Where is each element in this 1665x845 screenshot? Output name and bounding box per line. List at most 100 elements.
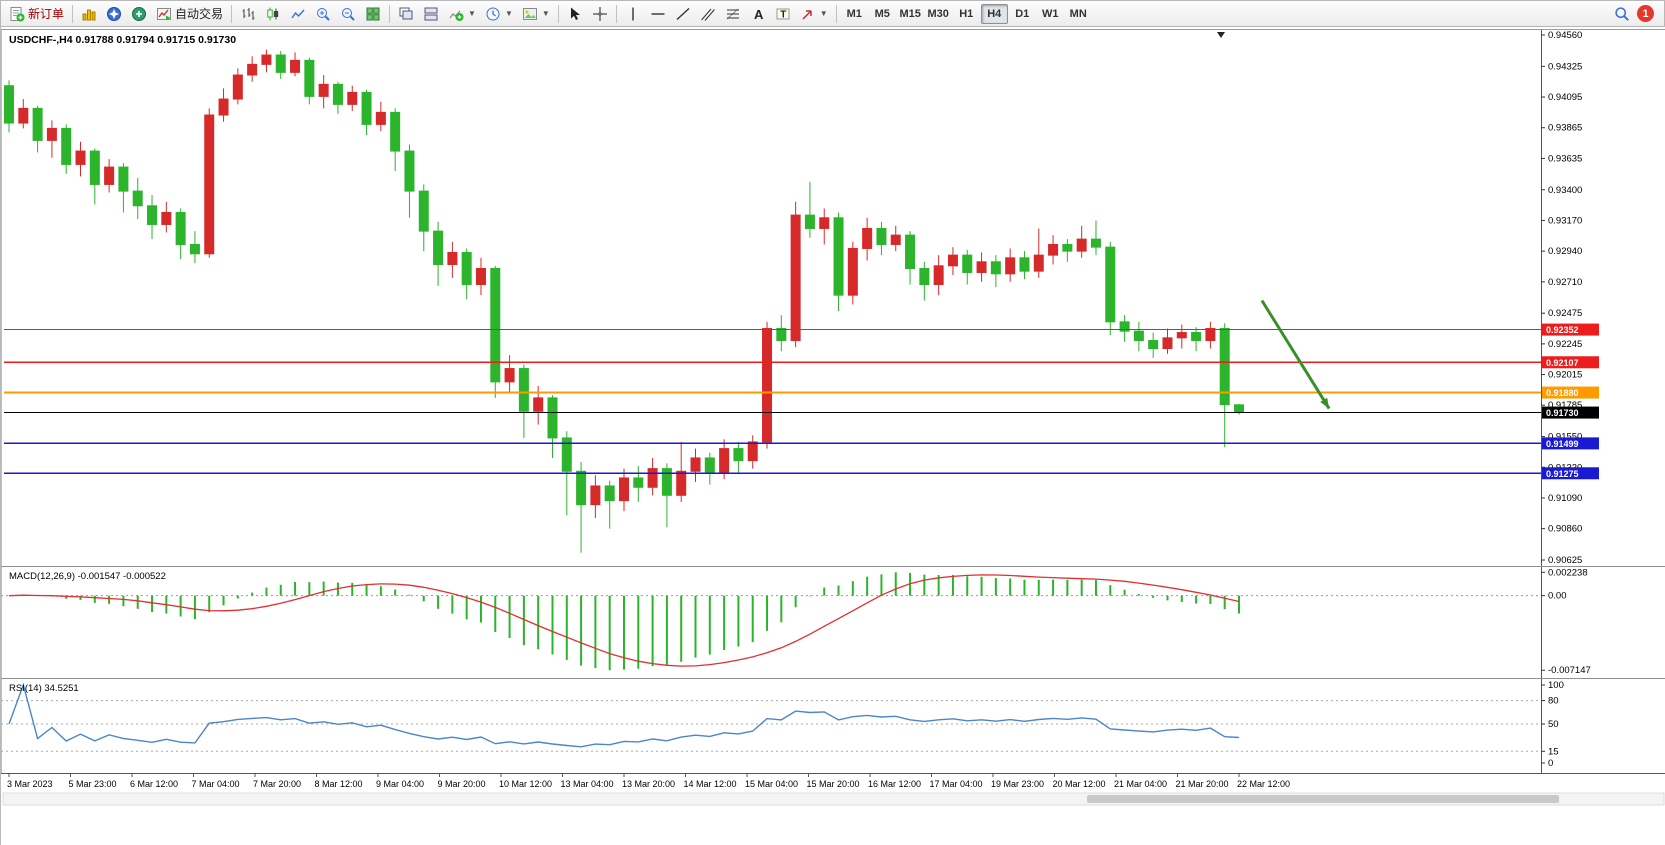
svg-text:0.00: 0.00 xyxy=(1548,591,1567,602)
tile-windows-button[interactable] xyxy=(361,3,385,25)
svg-text:19 Mar 23:00: 19 Mar 23:00 xyxy=(991,779,1044,789)
chart-header: USDCHF-,H4 0.91788 0.91794 0.91715 0.917… xyxy=(9,34,236,46)
chevron-down-icon: ▼ xyxy=(504,8,513,18)
timeframe-d1-button[interactable]: D1 xyxy=(1009,4,1036,24)
line-chart-button[interactable] xyxy=(286,3,310,25)
navigator-button[interactable] xyxy=(102,3,126,25)
new-order-button[interactable]: 新订单 xyxy=(5,3,68,25)
trendline-button[interactable] xyxy=(671,3,695,25)
line-chart-icon xyxy=(291,9,305,18)
macd-panel: 0.002238 0.00 -0.007147 MACD(12,26,9) -0.00… xyxy=(1,567,1591,676)
candlestick-icon xyxy=(267,7,279,20)
templates-button[interactable]: ▼ xyxy=(518,3,554,25)
arrows-button[interactable]: ▼ xyxy=(796,3,832,25)
svg-text:0.91730: 0.91730 xyxy=(1546,408,1579,418)
toolbar: 新订单 xyxy=(1,1,1664,27)
svg-text:14 Mar 12:00: 14 Mar 12:00 xyxy=(684,779,737,789)
svg-text:9 Mar 20:00: 9 Mar 20:00 xyxy=(438,779,486,789)
panel-frames xyxy=(1,27,1665,845)
rsi-panel: 100 80 50 150 RSI(14) 34.5251 xyxy=(1,680,1564,769)
horizontal-scrollbar[interactable] xyxy=(2,792,1665,806)
channel-button[interactable] xyxy=(696,3,720,25)
svg-text:50: 50 xyxy=(1548,719,1559,730)
svg-text:0.93635: 0.93635 xyxy=(1548,153,1582,164)
autotrading-label: 自动交易 xyxy=(175,7,224,21)
svg-text:0.92940: 0.92940 xyxy=(1548,246,1582,257)
svg-text:0.92245: 0.92245 xyxy=(1548,339,1582,350)
cascade-windows-button[interactable] xyxy=(394,3,418,25)
text-button[interactable]: A xyxy=(746,3,770,25)
autotrading-icon xyxy=(157,7,172,20)
horizontal-lines[interactable]: 0.92352 0.92107 0.91880 0.91730 0.91499 0.912… xyxy=(4,323,1599,480)
notification-badge[interactable]: 1 xyxy=(1637,5,1654,22)
svg-text:0.94325: 0.94325 xyxy=(1548,61,1582,72)
chart-window: 0.94560 0.94325 0.94095 0.93865 0.93635 0.934… xyxy=(1,27,1665,845)
timeframe-m15-button[interactable]: M15 xyxy=(897,4,924,24)
chart-canvas[interactable]: 0.94560 0.94325 0.94095 0.93865 0.93635 0.934… xyxy=(1,27,1665,845)
fibonacci-button[interactable] xyxy=(721,3,745,25)
navigator-icon xyxy=(107,6,122,21)
svg-text:20 Mar 12:00: 20 Mar 12:00 xyxy=(1053,779,1106,789)
timeframe-m1-button[interactable]: M1 xyxy=(841,4,868,24)
text-icon: A xyxy=(754,7,764,22)
candlestick-button[interactable] xyxy=(261,3,285,25)
svg-text:9 Mar 04:00: 9 Mar 04:00 xyxy=(376,779,424,789)
svg-text:0.93400: 0.93400 xyxy=(1548,185,1582,196)
macd-label: MACD(12,26,9) -0.001547 -0.000522 xyxy=(9,571,166,582)
timeframe-w1-button[interactable]: W1 xyxy=(1037,4,1064,24)
templates-icon xyxy=(522,7,537,20)
timeframe-m30-button[interactable]: M30 xyxy=(925,4,952,24)
svg-text:0.93865: 0.93865 xyxy=(1548,123,1582,134)
label-button[interactable]: T xyxy=(771,3,795,25)
crosshair-icon xyxy=(592,6,607,21)
svg-text:22 Mar 12:00: 22 Mar 12:00 xyxy=(1237,779,1290,789)
svg-text:A: A xyxy=(754,7,764,22)
svg-text:0.90625: 0.90625 xyxy=(1548,555,1582,566)
trend-arrow-annotation[interactable] xyxy=(1260,299,1331,410)
periods-button[interactable]: ▼ xyxy=(481,3,517,25)
vertical-line-button[interactable] xyxy=(621,3,645,25)
rsi-label: RSI(14) 34.5251 xyxy=(9,683,79,694)
svg-text:0.90860: 0.90860 xyxy=(1548,524,1582,535)
market-watch-icon xyxy=(82,9,96,20)
zoom-in-button[interactable] xyxy=(311,3,335,25)
toolbar-separator xyxy=(557,4,559,23)
cascade-windows-icon xyxy=(399,7,413,19)
market-watch-button[interactable] xyxy=(77,3,101,25)
svg-text:0.92710: 0.92710 xyxy=(1548,277,1582,288)
svg-text:21 Mar 04:00: 21 Mar 04:00 xyxy=(1114,779,1167,789)
svg-text:16 Mar 12:00: 16 Mar 12:00 xyxy=(868,779,921,789)
timeframe-h4-button[interactable]: H4 xyxy=(980,3,1008,24)
crosshair-button[interactable] xyxy=(588,3,612,25)
svg-text:5 Mar 23:00: 5 Mar 23:00 xyxy=(69,779,117,789)
trendline-icon xyxy=(676,7,690,20)
search-button[interactable] xyxy=(1610,3,1634,25)
svg-text:15 Mar 04:00: 15 Mar 04:00 xyxy=(745,779,798,789)
fibonacci-icon xyxy=(726,8,739,19)
chevron-down-icon: ▼ xyxy=(541,8,550,18)
chevron-down-icon: ▼ xyxy=(819,8,828,18)
scrollbar-thumb[interactable] xyxy=(1087,795,1559,803)
bar-chart-button[interactable] xyxy=(236,3,260,25)
timeframe-mn-button[interactable]: MN xyxy=(1065,4,1092,24)
cursor-button[interactable] xyxy=(563,3,587,25)
indicators-button[interactable]: ▼ xyxy=(444,3,480,25)
zoom-out-button[interactable] xyxy=(336,3,360,25)
svg-text:100: 100 xyxy=(1548,680,1564,691)
svg-text:0.91090: 0.91090 xyxy=(1548,493,1582,504)
terminal-button[interactable] xyxy=(127,3,151,25)
svg-text:0.92015: 0.92015 xyxy=(1548,370,1582,381)
svg-text:0.91785: 0.91785 xyxy=(1548,400,1582,411)
horizontal-line-button[interactable] xyxy=(646,3,670,25)
vertical-line-icon xyxy=(632,7,634,20)
zoom-out-icon xyxy=(342,7,355,21)
svg-text:0.91275: 0.91275 xyxy=(1546,469,1579,479)
tile-horizontal-button[interactable] xyxy=(419,3,443,25)
autotrading-button[interactable]: 自动交易 xyxy=(152,3,227,25)
timeframe-m5-button[interactable]: M5 xyxy=(869,4,896,24)
toolbar-separator xyxy=(389,4,391,23)
svg-text:10 Mar 12:00: 10 Mar 12:00 xyxy=(499,779,552,789)
price-axis: 0.94560 0.94325 0.94095 0.93865 0.93635 0.934… xyxy=(1541,30,1582,566)
timeframe-h1-button[interactable]: H1 xyxy=(953,4,980,24)
